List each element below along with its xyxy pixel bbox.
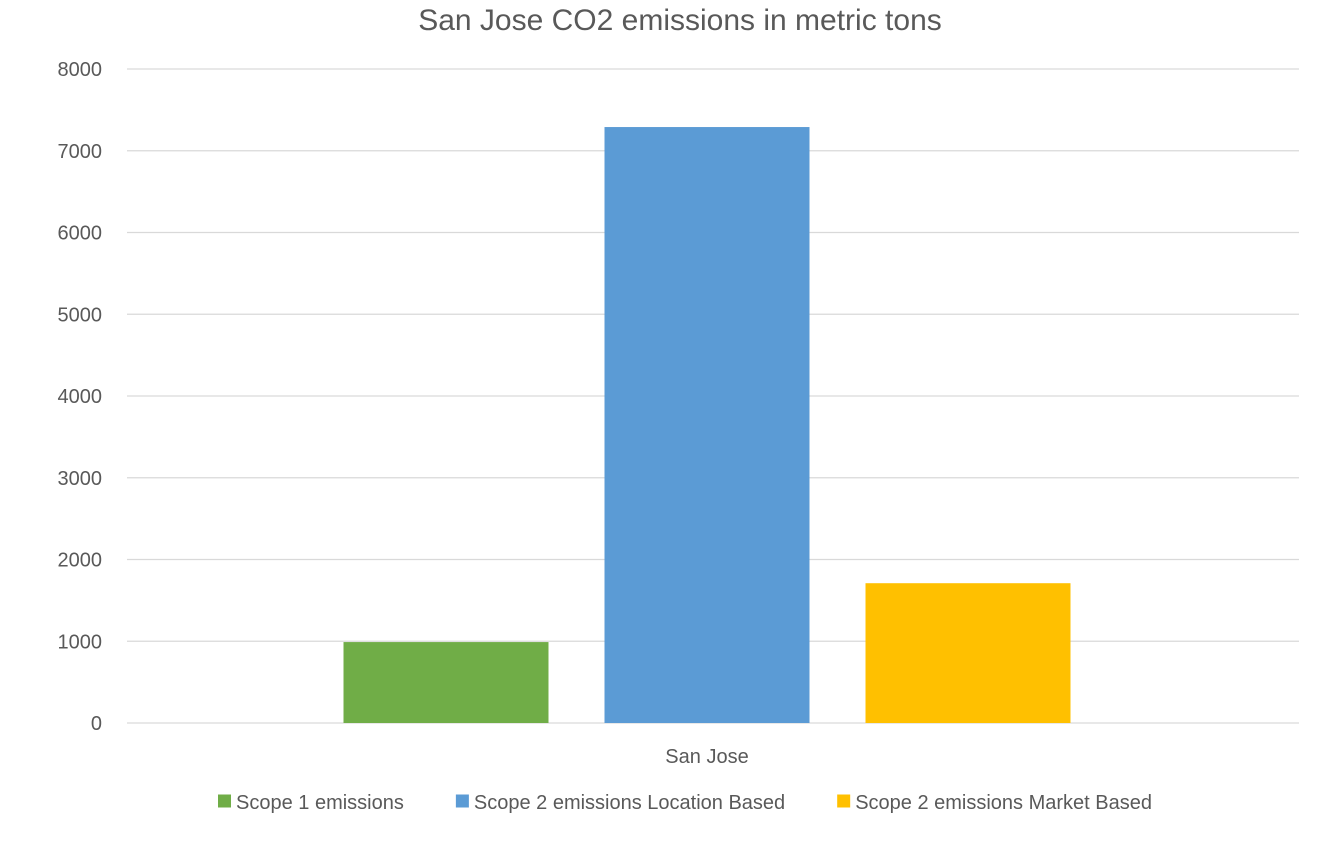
legend-label-scope-2-emissions-market-based: Scope 2 emissions Market Based <box>855 792 1152 814</box>
chart-title: San Jose CO2 emissions in metric tons <box>418 4 942 37</box>
legend-swatch-scope-1-emissions <box>218 794 231 808</box>
y-tick-label: 3000 <box>58 468 103 490</box>
y-axis-ticks: 0 1000 2000 3000 4000 5000 6000 7000 8000 <box>58 59 103 735</box>
y-tick-label: 1000 <box>58 631 103 653</box>
legend: Scope 1 emissions Scope 2 emissions Locat… <box>218 792 1152 814</box>
bars <box>343 127 1071 724</box>
x-axis-labels: San Jose <box>665 746 748 768</box>
y-tick-label: 5000 <box>58 304 103 326</box>
legend-label-scope-1-emissions: Scope 1 emissions <box>236 792 404 814</box>
y-tick-label: 6000 <box>58 223 103 245</box>
legend-label-scope-2-emissions-location-based: Scope 2 emissions Location Based <box>474 792 785 814</box>
x-category-label: San Jose <box>665 746 748 768</box>
y-tick-label: 2000 <box>58 550 103 572</box>
bar-scope-1-emissions <box>343 642 549 723</box>
y-tick-label: 7000 <box>58 141 103 163</box>
y-tick-label: 0 <box>91 713 102 735</box>
y-tick-label: 8000 <box>58 59 103 81</box>
legend-swatch-scope-2-emissions-location-based <box>455 794 469 808</box>
y-tick-label: 4000 <box>58 386 103 408</box>
bar-scope-2-emissions-location-based <box>604 127 810 724</box>
bar-scope-2-emissions-market-based <box>865 583 1071 723</box>
legend-swatch-scope-2-emissions-market-based <box>837 794 851 808</box>
